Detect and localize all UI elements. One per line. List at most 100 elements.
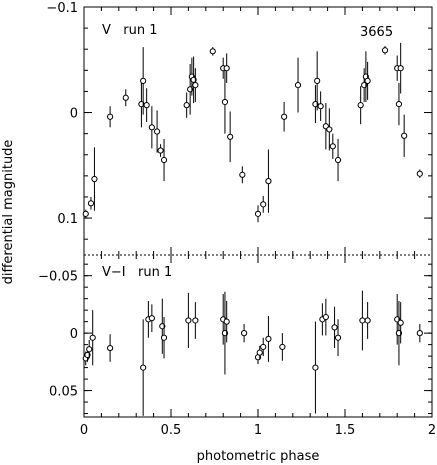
data-point (401, 114, 408, 157)
x-tick-label: 0 (80, 423, 88, 438)
point-marker (185, 317, 192, 324)
point-marker (122, 94, 129, 101)
data-point (364, 302, 371, 339)
point-marker (312, 364, 319, 371)
point-marker (140, 364, 147, 371)
data-point (140, 319, 147, 416)
point-marker (239, 171, 246, 178)
data-point (317, 91, 324, 121)
point-marker (192, 317, 199, 324)
point-marker (329, 143, 336, 150)
data-point (192, 302, 199, 339)
point-marker (260, 201, 267, 208)
x-tick-label: 0.5 (161, 423, 182, 438)
point-marker (140, 77, 147, 84)
x-tick-label: 2 (428, 423, 436, 438)
data-point (359, 290, 366, 351)
data-point (331, 306, 338, 349)
data-point (260, 195, 267, 213)
point-marker (397, 65, 404, 72)
data-point (314, 51, 321, 111)
point-marker (265, 178, 272, 185)
data-point (223, 300, 230, 343)
data-point (260, 337, 267, 357)
data-point (240, 323, 248, 343)
x-axis-label: photometric phase (197, 449, 320, 464)
point-marker (359, 317, 366, 324)
y-tick-label: 0 (70, 327, 78, 342)
point-marker (91, 175, 98, 183)
data-point (91, 147, 98, 211)
point-marker (143, 102, 150, 109)
data-point (157, 144, 164, 157)
point-marker (326, 126, 333, 133)
data-point (326, 108, 333, 151)
point-marker (331, 324, 338, 331)
point-marker (401, 132, 408, 139)
point-marker (160, 334, 168, 341)
tick-labels: −0.1 0 0.1 −0.05 0 0.05 0 0.5 1 1.5 2 (38, 1, 436, 438)
x-tick-label: 1 (254, 423, 262, 438)
point-marker (395, 100, 403, 108)
point-marker (357, 102, 364, 109)
point-marker (240, 330, 248, 337)
point-marker (82, 210, 89, 217)
data-point (381, 46, 389, 55)
y-axis-label: differential magnitude (1, 140, 16, 285)
data-point (256, 345, 263, 360)
point-marker (183, 102, 190, 109)
point-marker (314, 77, 321, 84)
point-marker (157, 147, 164, 154)
data-point (223, 53, 230, 83)
data-point (254, 205, 262, 223)
point-marker (265, 335, 272, 342)
point-marker (416, 330, 423, 337)
point-marker (294, 81, 302, 89)
data-point (319, 303, 326, 336)
star-id-annotation: 3665 (360, 25, 393, 40)
point-marker (223, 65, 230, 72)
point-marker (223, 318, 230, 325)
data-point (183, 92, 190, 118)
data-point (160, 138, 168, 182)
point-marker (334, 156, 342, 164)
data-point (107, 106, 114, 128)
data-point (265, 315, 272, 362)
data-point (148, 106, 155, 149)
data-point (312, 321, 319, 414)
data-point (322, 103, 329, 150)
data-point (334, 319, 342, 357)
data-point (122, 89, 129, 107)
data-point (148, 304, 155, 332)
data-point (153, 110, 161, 153)
x-tick-label: 1.5 (335, 423, 356, 438)
data-point (221, 70, 229, 134)
data-point (416, 169, 423, 178)
data-point (397, 302, 404, 344)
point-marker (86, 346, 93, 353)
point-marker (364, 77, 371, 84)
point-marker (416, 170, 423, 177)
point-marker (107, 344, 114, 352)
point-marker (397, 319, 404, 326)
data-point (227, 111, 234, 163)
point-marker (364, 317, 371, 324)
point-marker (153, 128, 161, 135)
point-marker (160, 156, 168, 164)
point-marker (317, 103, 324, 110)
data-point (265, 149, 272, 213)
data-point (82, 209, 89, 219)
point-marker (148, 124, 155, 131)
data-point (294, 57, 302, 113)
point-marker (192, 81, 199, 89)
data-point (185, 292, 192, 349)
y-tick-label: −0.1 (46, 1, 78, 16)
data-point (394, 294, 401, 345)
data-point (334, 138, 342, 182)
data-point (107, 334, 114, 362)
y-tick-label: 0.05 (49, 385, 78, 400)
point-marker (87, 200, 95, 207)
data-point (209, 47, 216, 56)
data-point (397, 42, 404, 94)
